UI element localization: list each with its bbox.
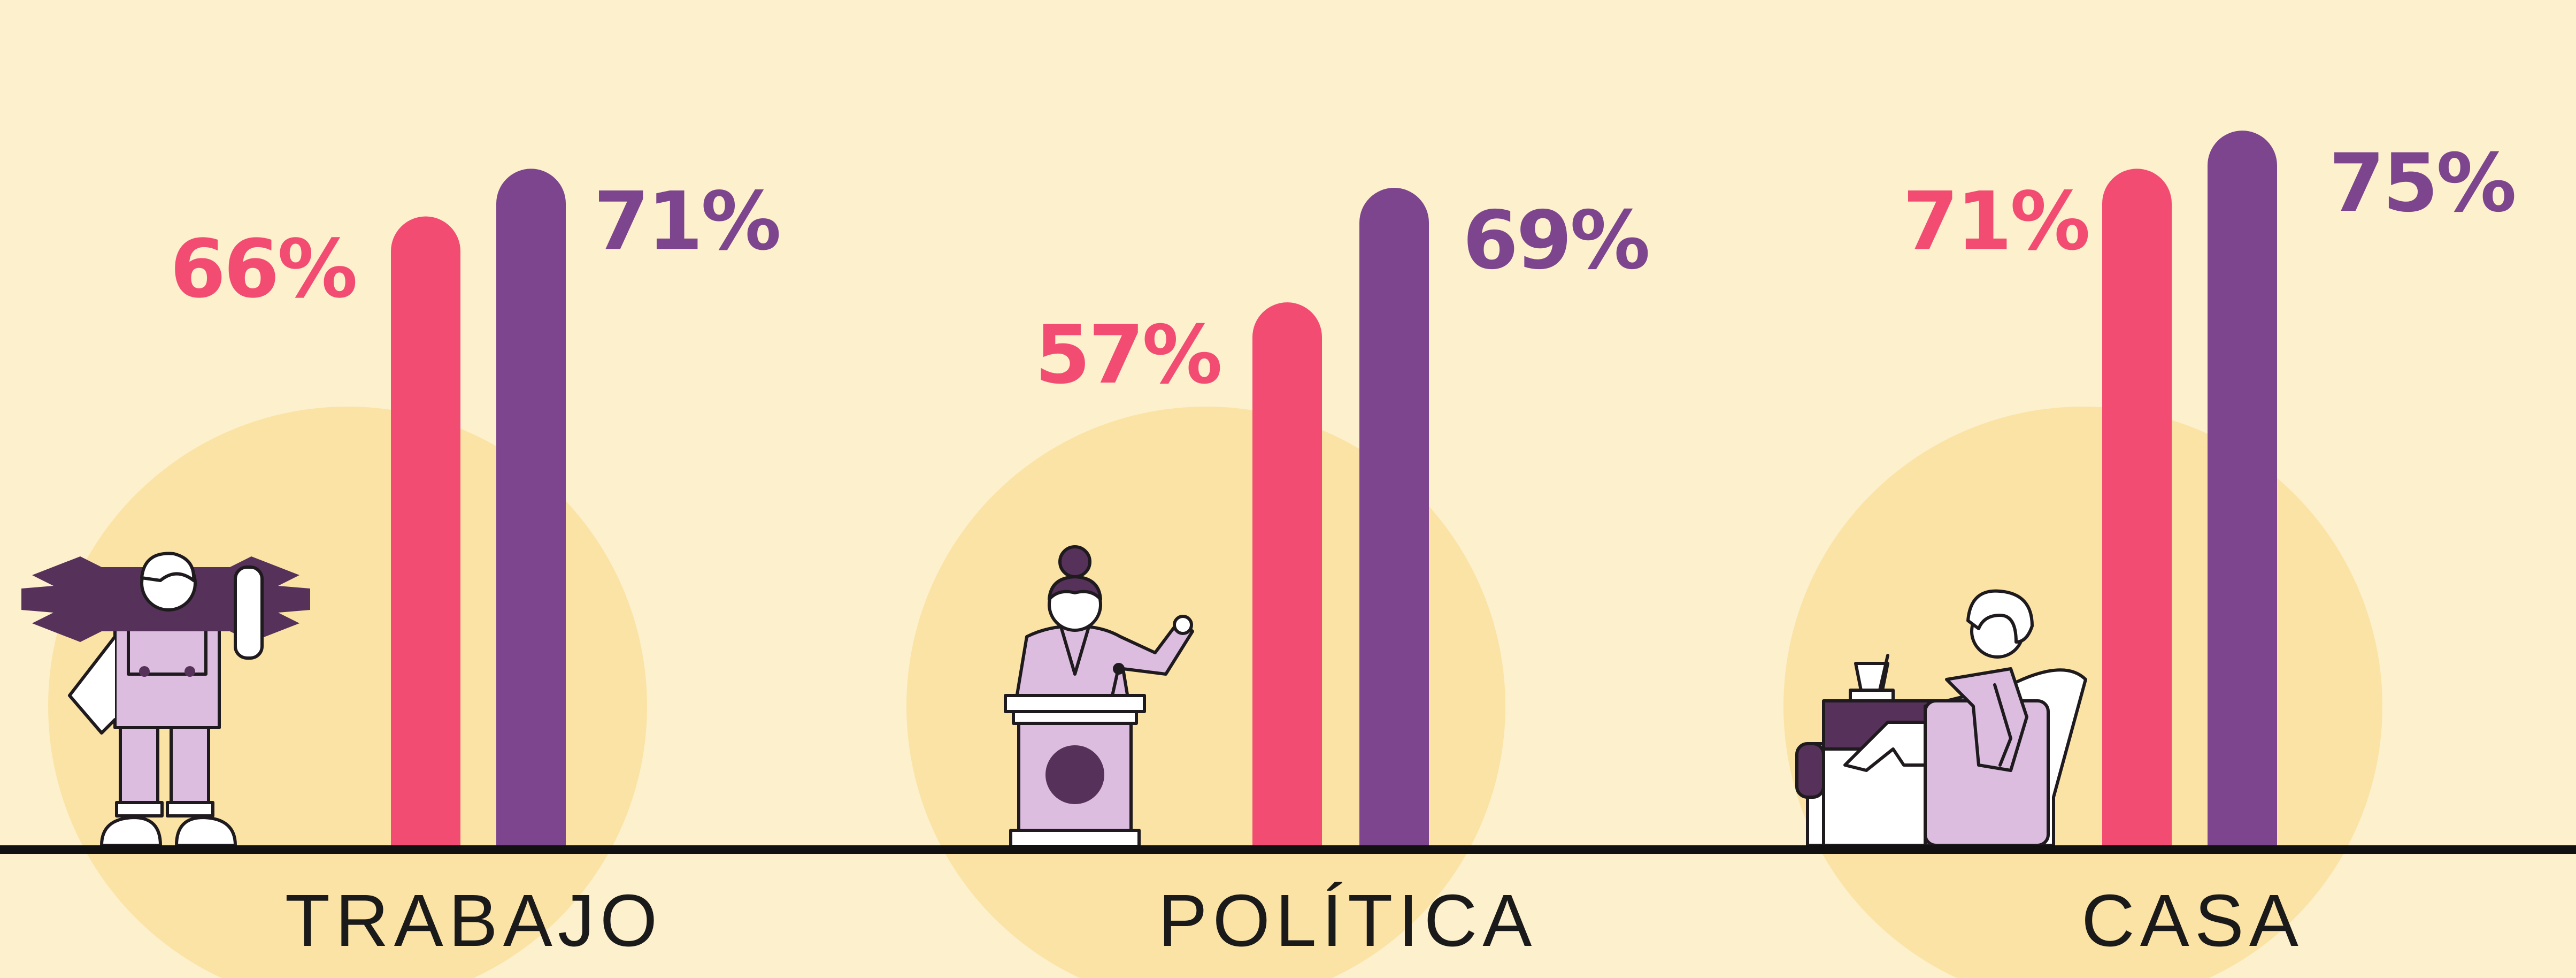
bar-casa-series-2 <box>2208 131 2277 846</box>
value-labels-group: 66% 71% 57% 69% 71% 75% <box>170 137 2517 402</box>
bar-politica-series-1 <box>1252 302 1322 846</box>
category-label-casa: CASA <box>2081 880 2304 962</box>
bars-group <box>391 131 2277 846</box>
value-label-politica-series-2: 69% <box>1463 194 1648 287</box>
category-labels: TRABAJO POLÍTICA CASA <box>285 880 2304 962</box>
politician-at-podium-icon <box>1004 545 1194 848</box>
mechanic-with-wrench-icon <box>21 552 310 847</box>
person-relaxing-on-sofa-icon <box>1795 589 2087 847</box>
value-label-trabajo-series-1: 66% <box>170 223 356 316</box>
bar-trabajo-series-2 <box>496 169 566 846</box>
bar-politica-series-2 <box>1359 188 1429 846</box>
category-label-trabajo: TRABAJO <box>285 880 663 962</box>
value-label-casa-series-2: 75% <box>2329 137 2515 230</box>
value-label-politica-series-1: 57% <box>1035 309 1220 402</box>
baseline <box>0 845 2576 854</box>
bar-trabajo-series-1 <box>391 216 460 846</box>
value-label-casa-series-1: 71% <box>1903 175 2088 268</box>
bar-casa-series-1 <box>2102 169 2172 846</box>
category-label-politica: POLÍTICA <box>1158 880 1537 962</box>
value-label-trabajo-series-2: 71% <box>594 175 779 268</box>
